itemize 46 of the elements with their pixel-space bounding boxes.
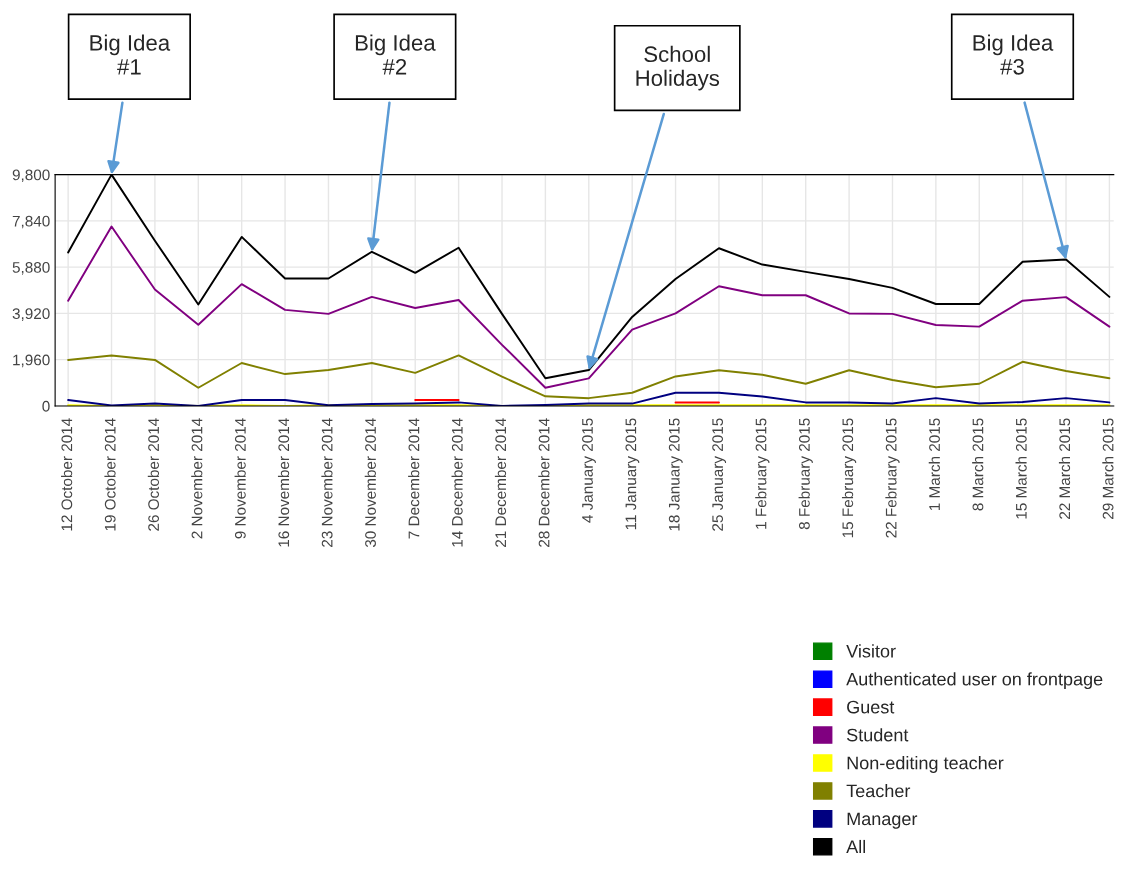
x-tick-label: 30 November 2014 — [364, 418, 376, 548]
x-tick-label: 22 March 2015 — [1058, 418, 1071, 519]
x-tick-label: 12 October 2014 — [61, 418, 73, 531]
x-tick-label: 14 December 2014 — [451, 418, 463, 547]
legend-label: Non-editing teacher — [847, 756, 1004, 773]
annotation: Big Idea #2 — [355, 34, 436, 75]
x-tick-label: 15 February 2015 — [841, 418, 857, 538]
legend-label: Teacher — [846, 784, 911, 798]
legend-label: All — [846, 839, 866, 853]
legend-label: Manager — [847, 812, 918, 829]
x-tick-label: 29 March 2015 — [1102, 418, 1114, 519]
legend-label: Guest — [847, 700, 895, 714]
x-tick-label: 26 October 2014 — [147, 418, 160, 531]
x-tick-label: 9 November 2014 — [234, 418, 246, 539]
line-series — [67, 391, 1111, 406]
x-tick-label: 23 November 2014 — [321, 418, 333, 547]
y-tick-label: 5,880 — [12, 262, 50, 275]
legend-label: Student — [846, 728, 909, 742]
annotation: School Holidays — [636, 45, 720, 91]
x-tick-label: 28 December 2014 — [538, 418, 550, 547]
y-tick-label: 0 — [42, 400, 50, 412]
x-tick-label: 1 March 2015 — [928, 418, 940, 510]
x-tick-label: 1 February 2015 — [755, 418, 770, 529]
legend-label: Authenticated user on frontpage — [846, 672, 1103, 690]
x-tick-label: 19 October 2014 — [104, 418, 116, 531]
line-series — [67, 354, 1111, 400]
x-tick-label: 2 November 2014 — [191, 418, 203, 539]
annotation: Big Idea #1 — [90, 34, 171, 75]
x-tick-label: 8 March 2015 — [972, 418, 984, 511]
annotation: Big Idea #3 — [973, 34, 1054, 75]
y-tick-label: 9,800 — [12, 169, 50, 183]
x-tick-label: 15 March 2015 — [1015, 418, 1027, 519]
x-tick-label: 7 December 2014 — [408, 418, 420, 539]
line-series — [67, 225, 1111, 389]
x-tick-label: 11 January 2015 — [625, 418, 640, 530]
legend-label: Visitor — [846, 644, 896, 658]
y-tick-label: 1,960 — [13, 354, 50, 368]
x-tick-label: 22 February 2015 — [885, 418, 900, 538]
x-tick-label: 4 January 2015 — [582, 418, 596, 523]
y-tick-label: 7,840 — [12, 215, 50, 229]
x-tick-label: 16 November 2014 — [277, 418, 290, 547]
x-tick-label: 18 January 2015 — [668, 418, 683, 531]
x-tick-label: 8 February 2015 — [798, 418, 813, 530]
y-tick-label: 3,920 — [12, 308, 50, 321]
x-tick-label: 21 December 2014 — [494, 418, 507, 547]
x-tick-label: 25 January 2015 — [712, 418, 727, 531]
